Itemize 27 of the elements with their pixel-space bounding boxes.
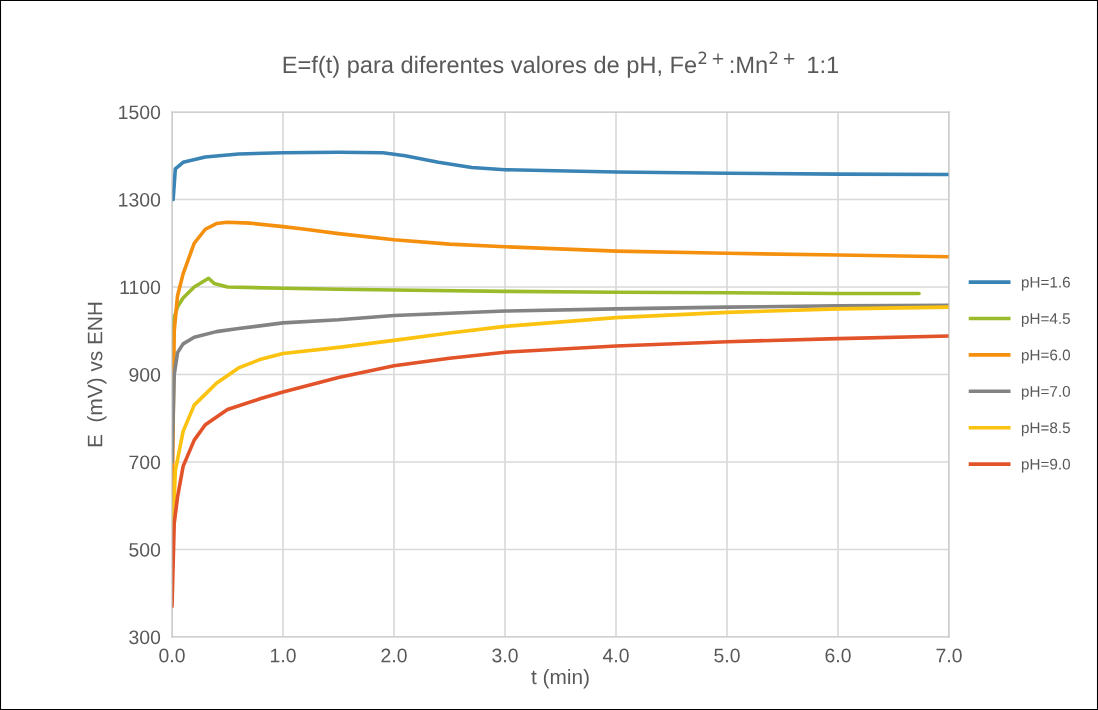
y-tick-label: 500 — [129, 542, 161, 557]
y-tick-label: 1500 — [119, 105, 161, 120]
legend-label: pH=8.5 — [1021, 422, 1070, 437]
y-tick-label: 900 — [129, 367, 161, 382]
x-axis-title: t (min) — [531, 669, 589, 689]
legend-label: pH=6.0 — [1021, 349, 1071, 364]
x-tick-label: 4.0 — [602, 648, 629, 663]
line-series — [172, 150, 949, 202]
legend-label: pH=1.6 — [1021, 276, 1070, 291]
y-tick-label: 1300 — [119, 192, 161, 207]
x-tick-label: 0.0 — [159, 648, 185, 663]
y-tick-label: 1100 — [120, 280, 161, 295]
x-tick-label: 5.0 — [714, 648, 740, 663]
legend-label: pH=9.0 — [1021, 458, 1071, 473]
x-tick-label: 3.0 — [492, 648, 518, 663]
x-tick-label: 1.0 — [270, 648, 296, 663]
chart-title: E=f(t) para diferentes valores de pH, Fe$^{2+}$:Mn$^{2+}$ 1:1 — [283, 51, 839, 78]
legend-label: pH=7.0 — [1021, 385, 1071, 400]
x-tick-label: 6.0 — [825, 648, 851, 663]
y-axis-title: E (mV) vs ENH — [87, 302, 107, 447]
x-tick-label: 2.0 — [381, 648, 407, 663]
legend-label: pH=4.5 — [1021, 313, 1070, 328]
y-tick-label: 700 — [129, 455, 161, 470]
line-series — [172, 334, 949, 609]
y-tick-label: 300 — [129, 630, 161, 645]
line-series — [172, 303, 949, 464]
x-tick-label: 7.0 — [936, 648, 962, 663]
